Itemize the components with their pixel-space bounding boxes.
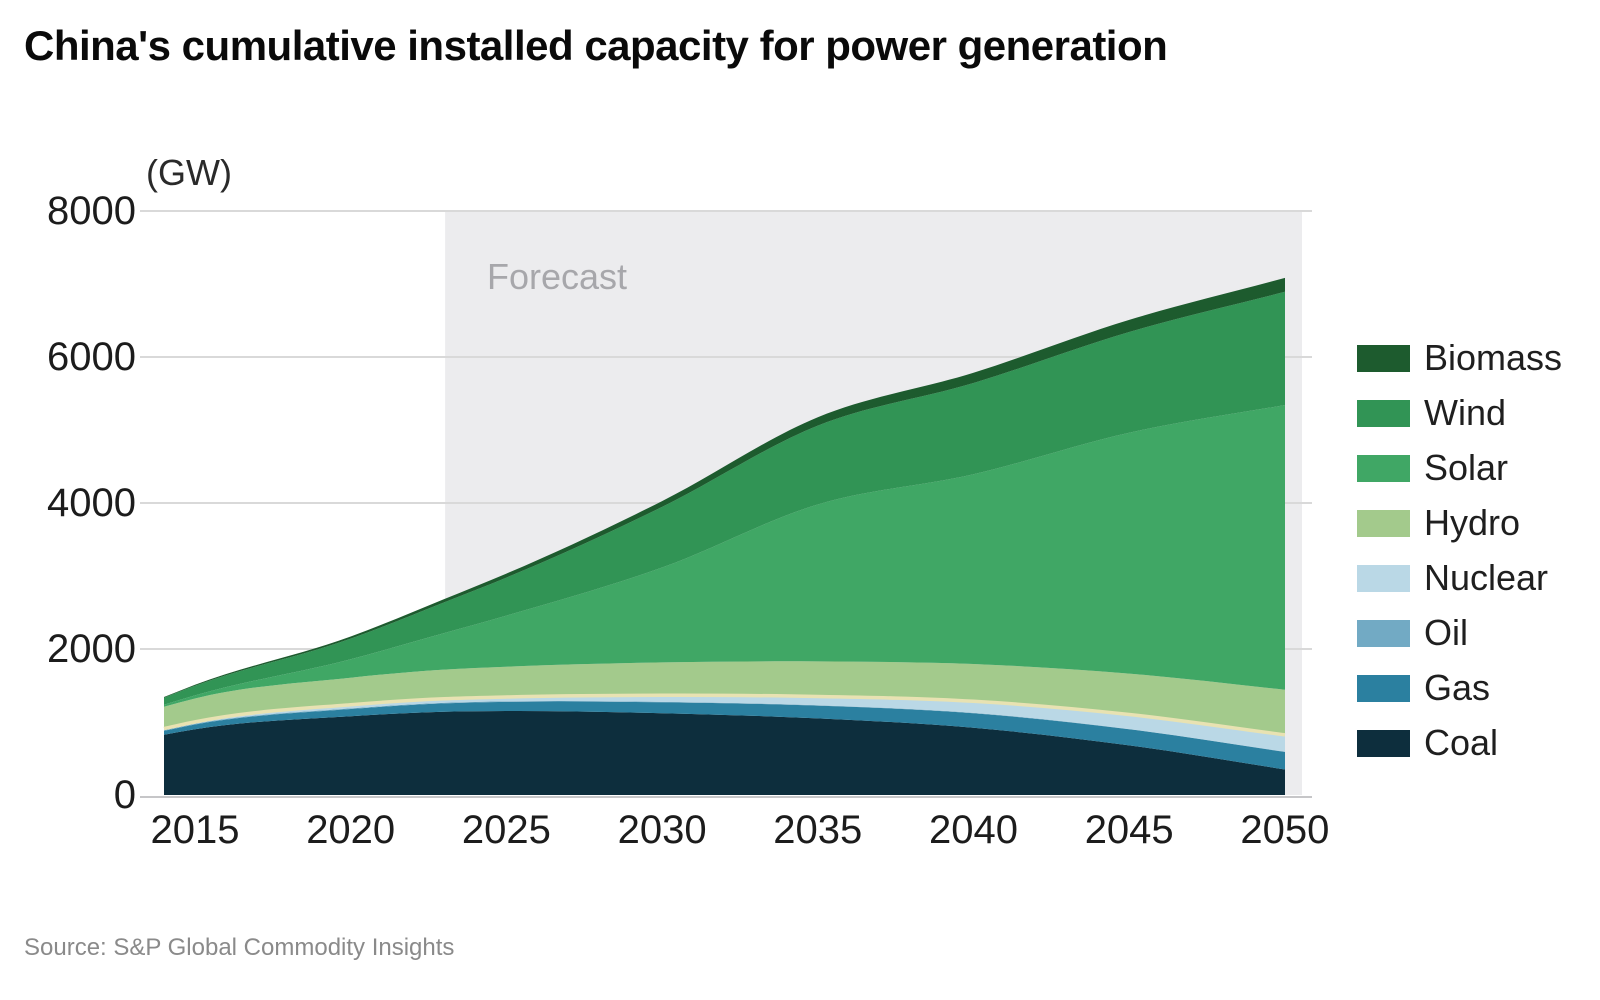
legend-swatch-coal bbox=[1357, 729, 1410, 757]
legend-label-nuclear: Nuclear bbox=[1424, 557, 1549, 598]
x-tick-2020: 2020 bbox=[306, 808, 396, 852]
y-axis-unit-label: (GW) bbox=[146, 152, 232, 193]
area-hydro bbox=[164, 661, 1285, 735]
area-wind bbox=[164, 291, 1285, 705]
legend: Biomass Wind Solar Hydro Nuclear Oil Gas Coal bbox=[1357, 337, 1563, 763]
legend-swatch-hydro bbox=[1357, 509, 1410, 537]
legend-item-oil: Oil bbox=[1357, 612, 1562, 653]
legend-swatch-solar bbox=[1357, 454, 1410, 482]
x-tick-2040: 2040 bbox=[929, 808, 1018, 852]
area-coal bbox=[164, 710, 1285, 795]
legend-label-gas: Gas bbox=[1424, 667, 1491, 708]
legend-label-wind: Wind bbox=[1424, 392, 1507, 433]
legend-item-biomass: Biomass bbox=[1357, 337, 1563, 378]
legend-item-nuclear: Nuclear bbox=[1357, 557, 1562, 598]
legend-label-oil: Oil bbox=[1424, 612, 1468, 653]
y-tick-4000: 4000 bbox=[47, 481, 136, 525]
source-note: Source: S&P Global Commodity Insights bbox=[24, 934, 455, 961]
legend-swatch-gas bbox=[1357, 674, 1410, 702]
legend-swatch-wind bbox=[1357, 399, 1410, 427]
area-biomass bbox=[164, 277, 1285, 698]
y-tick-0: 0 bbox=[113, 773, 136, 817]
legend-item-wind: Wind bbox=[1357, 392, 1562, 433]
legend-item-hydro: Hydro bbox=[1357, 502, 1562, 543]
x-tick-2030: 2030 bbox=[617, 808, 707, 852]
legend-label-coal: Coal bbox=[1424, 722, 1499, 763]
y-tick-8000: 8000 bbox=[47, 189, 136, 233]
legend-swatch-nuclear bbox=[1357, 564, 1410, 592]
legend-item-coal: Coal bbox=[1357, 722, 1562, 763]
x-tick-2045: 2045 bbox=[1084, 808, 1174, 852]
x-tick-2015: 2015 bbox=[150, 808, 240, 852]
x-tick-2050: 2050 bbox=[1240, 808, 1330, 852]
legend-label-hydro: Hydro bbox=[1424, 502, 1521, 543]
legend-item-gas: Gas bbox=[1357, 667, 1562, 708]
area-solar bbox=[164, 405, 1285, 707]
legend-item-solar: Solar bbox=[1357, 447, 1562, 488]
legend-swatch-biomass bbox=[1357, 344, 1410, 372]
y-tick-2000: 2000 bbox=[47, 627, 136, 671]
forecast-label: Forecast bbox=[487, 256, 628, 297]
chart-title: China's cumulative installed capacity fo… bbox=[24, 22, 1168, 69]
legend-label-biomass: Biomass bbox=[1424, 337, 1563, 378]
area-gas bbox=[164, 701, 1285, 770]
x-tick-2035: 2035 bbox=[773, 808, 863, 852]
legend-label-solar: Solar bbox=[1424, 447, 1509, 488]
legend-swatch-oil bbox=[1357, 619, 1410, 647]
hydro-lower-edge-highlight bbox=[163, 693, 1286, 737]
area-nuclear bbox=[164, 695, 1285, 752]
y-tick-6000: 6000 bbox=[47, 335, 136, 379]
x-tick-2025: 2025 bbox=[461, 808, 551, 852]
